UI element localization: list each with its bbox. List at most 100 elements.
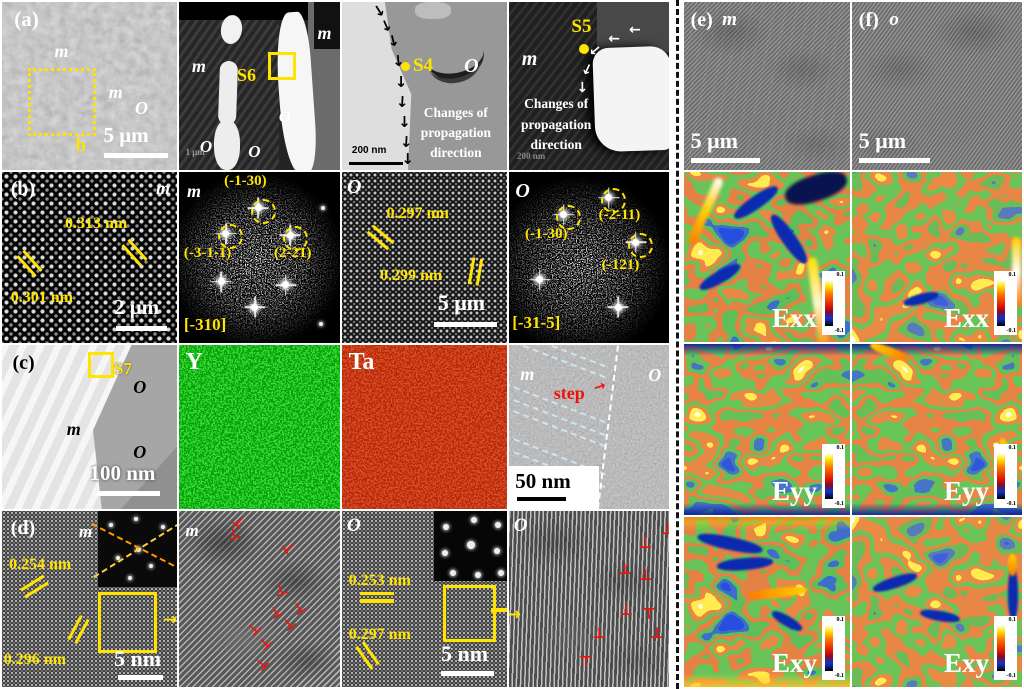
d-spacing: 0.297 nm: [348, 626, 411, 644]
phase-label-o: O: [648, 365, 662, 386]
phase-label-m: m: [521, 48, 538, 71]
phase-label-m: m: [108, 81, 123, 102]
panel-b-lattice-m: (b) m 0.313 nm 0.301 nm 2 μm: [2, 172, 177, 343]
panel-c-stem-s7: (c) S7 O m O 100 nm: [2, 345, 177, 509]
panel-a-crack-s4: ↓ ↓ ↓ ↓ ↓ ↓ ↓ ↓ ↓ S4 O Changes of propag…: [342, 2, 507, 170]
site-label-s6: S6: [236, 64, 256, 85]
spacing-marker: [16, 249, 42, 276]
colorbar-min: -0.1: [1006, 328, 1017, 334]
fft-index: (2-21): [273, 244, 312, 261]
strain-feature: [1008, 568, 1019, 620]
arrow-down: ↓: [398, 112, 411, 131]
colorbar: 0.1 -0.1: [822, 444, 845, 508]
arrow-down: ↓: [394, 72, 408, 91]
inset-spot: [441, 549, 448, 556]
strain-label: Exy: [943, 648, 989, 678]
inset-spot: [470, 516, 477, 523]
strain-feature: [1008, 554, 1018, 577]
site-box: [87, 351, 114, 378]
colorbar-min: -0.1: [834, 501, 845, 507]
inset-spot: [134, 517, 139, 522]
dislocation-marker: ⊥: [661, 519, 669, 538]
colorbar-min: -0.1: [1006, 501, 1017, 507]
spot-circle: [628, 232, 654, 258]
panel-d-ifft-o: O → ⊥ ⊥ ⊥ ⊥ ⊥ ⊥ ⊥ ⊥ ⊥: [509, 511, 669, 687]
edge-overlay: [852, 344, 1022, 515]
region-of-interest-box: [28, 67, 96, 136]
phase-label-m: m: [156, 177, 171, 198]
inset-spot: [475, 571, 482, 578]
diffraction-spot: [251, 303, 259, 311]
caption: Changes of propagation direction: [521, 96, 592, 152]
strain-label: Exx: [943, 303, 989, 333]
panel-d-hrtem-m: (d) m 0.254 nm 0.296 nm → 5 nm: [2, 511, 177, 687]
d-spacing: 0.301 nm: [10, 288, 73, 306]
step-label: step: [553, 383, 585, 404]
panel-letter: (d): [10, 517, 36, 540]
colorbar-gradient: [997, 625, 1005, 671]
colorbar-max: 0.1: [836, 272, 845, 278]
site-label-s7: S7: [114, 358, 132, 378]
strain-map-eyy-o: Eyy 0.1 -0.1: [852, 344, 1022, 515]
panel-a-crack-s5: S5 m ← ← → → → Changes of propagation di…: [509, 2, 669, 170]
dislocation-marker: ⊥: [641, 604, 656, 623]
scale-bar: [441, 671, 494, 677]
diffraction-inset: [434, 511, 507, 582]
white-grain: [592, 46, 669, 153]
scale-bar: [434, 322, 498, 328]
phase-label-o: O: [135, 98, 148, 119]
scale-text: 100 nm: [89, 461, 156, 486]
fft-region-box: [442, 584, 497, 642]
colorbar-max: 0.1: [1008, 272, 1017, 278]
d-spacing: 0.299 nm: [379, 266, 443, 284]
panel-letter: (a): [14, 6, 39, 31]
dislocation-marker: ⊥: [649, 623, 664, 642]
inset-spot: [109, 523, 114, 528]
colorbar-gradient: [997, 453, 1005, 499]
colorbar-min: -0.1: [834, 673, 845, 679]
strain-label: Eyy: [771, 476, 817, 506]
colorbar: 0.1 -0.1: [822, 616, 845, 680]
phase-label-m: m: [317, 22, 332, 43]
fft-index: (-2-11): [598, 206, 641, 223]
scale-text: 200 nm: [351, 145, 387, 157]
inset-spot: [161, 524, 166, 529]
colorbar-max: 0.1: [836, 617, 845, 623]
arrow-left: ←: [608, 30, 620, 47]
arrow-right: →: [509, 604, 521, 626]
colorbar-gradient: [825, 625, 833, 671]
scale-box: 50 nm: [509, 466, 599, 509]
spacing-marker: [67, 615, 89, 644]
scale-text: 5 μm: [103, 122, 149, 147]
phase-label-o: O: [133, 376, 147, 397]
strain-map-exx-o: Exx 0.1 -0.1: [852, 172, 1022, 342]
scale-bar: [348, 161, 404, 165]
scale-text: 5 μm: [858, 127, 907, 153]
eds-map-red: [342, 345, 507, 509]
strain-map-exx-m: Exx 0.1 -0.1: [684, 172, 850, 342]
phase-label-m: m: [187, 181, 202, 202]
texture-blob: [414, 2, 451, 19]
panel-c-map-y: Y: [179, 345, 340, 509]
phase-label-o: O: [278, 108, 291, 126]
panel-c-map-ta: Ta: [342, 345, 507, 509]
d-spacing: 0.254 nm: [9, 555, 72, 573]
inset-spot: [115, 556, 120, 561]
colorbar-max: 0.1: [1008, 445, 1017, 451]
panel-d-ifft-m: m ⊥ ⊥ ⊥ ⊥ ⊥ ⊥ ⊥ ⊥ ⊥ ⊥: [179, 511, 340, 687]
moire-overlay: [509, 511, 669, 687]
diffraction-spot: [319, 322, 324, 327]
scale-text: 5 μm: [690, 127, 738, 153]
panel-a-tem-s6: m m S6 O O O 1 μm: [179, 2, 340, 170]
colorbar-min: -0.1: [834, 328, 845, 334]
dislocation-marker: ⊥: [579, 651, 594, 670]
panel-b-fft-o: O (-2-11) (-1-30) (-121) [-31-5]: [509, 172, 669, 343]
phase-label-m: m: [191, 56, 206, 77]
spacing-marker: [20, 575, 49, 599]
site-dot: [401, 62, 411, 72]
site-box: [267, 52, 296, 81]
diffraction-spot: [536, 276, 544, 284]
d-spacing: 0.253 nm: [348, 571, 411, 589]
section-divider: [676, 0, 679, 689]
